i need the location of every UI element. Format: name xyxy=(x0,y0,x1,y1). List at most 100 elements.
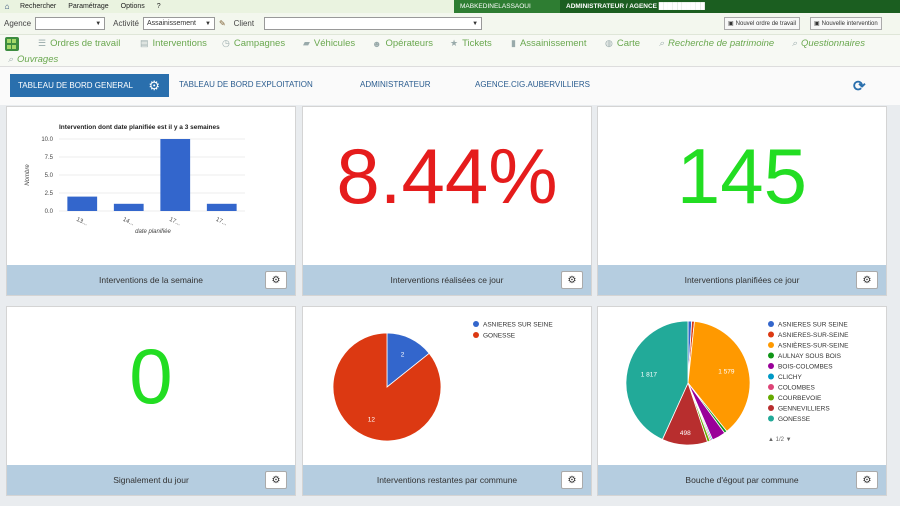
list-icon: ☰ xyxy=(38,38,47,48)
grid-icon[interactable] xyxy=(5,37,19,51)
client-select[interactable]: ▼ xyxy=(264,17,483,30)
legend-label: ASNIERES SUR SEINE xyxy=(483,322,553,329)
legend-swatch xyxy=(768,342,774,348)
gear-icon[interactable]: ⚙ xyxy=(148,77,160,93)
gear-icon[interactable]: ⚙ xyxy=(265,271,287,289)
document-icon: ▣ xyxy=(814,21,820,27)
gear-icon[interactable]: ⚙ xyxy=(561,271,583,289)
chevron-down-icon: ▼ xyxy=(472,20,479,27)
dashboard-tabs: TABLEAU DE BORD GENERAL ⚙ TABLEAU DE BORD… xyxy=(0,67,900,105)
card-footer: Bouche d'égout par commune ⚙ xyxy=(598,465,886,495)
gear-icon[interactable]: ⚙ xyxy=(856,471,878,489)
nav-ouvrages[interactable]: ⌕ Ouvrages xyxy=(8,54,59,65)
slice-label: 2 xyxy=(401,352,405,359)
tab-tableau-general[interactable]: TABLEAU DE BORD GENERAL ⚙ xyxy=(10,74,169,97)
home-icon[interactable]: ⌂ xyxy=(4,2,10,11)
legend-label: BOIS-COLOMBES xyxy=(778,364,833,371)
refresh-icon[interactable]: ⟳ xyxy=(853,78,866,95)
legend-label: COLOMBES xyxy=(778,385,816,392)
nav-campagnes[interactable]: ◷ Campagnes xyxy=(222,38,286,49)
main-nav: ☰ Ordres de travail ▤ Interventions ◷ Campa… xyxy=(0,35,900,67)
legend-swatch xyxy=(768,352,774,359)
user-role[interactable]: ADMINISTRATEUR / AGENCE ██████████ xyxy=(560,0,900,13)
slice-label: 1 817 xyxy=(641,372,658,379)
menubar: ⌂ Rechercher Paramétrage Options ? MABKE… xyxy=(0,0,900,13)
legend-swatch xyxy=(768,384,774,390)
x-tick-label: 17... xyxy=(215,217,228,228)
nav-carte[interactable]: ◍ Carte xyxy=(605,38,641,49)
tab-agence[interactable]: AGENCE.CIG.AUBERVILLIERS xyxy=(475,80,590,89)
nav-assainissement[interactable]: ▮ Assainissement xyxy=(511,38,587,49)
slice-label: 12 xyxy=(368,416,376,423)
nav-operateurs[interactable]: ☻ Opérateurs xyxy=(372,38,434,49)
bar xyxy=(160,139,191,211)
nav-interventions[interactable]: ▤ Interventions xyxy=(140,38,207,49)
big-number: 8.44% xyxy=(336,132,558,220)
legend-label: AULNAY SOUS BOIS xyxy=(778,353,842,360)
card-footer: Interventions planifiées ce jour ⚙ xyxy=(598,265,886,295)
gear-icon[interactable]: ⚙ xyxy=(856,271,878,289)
search-icon: ⌕ xyxy=(659,38,665,48)
menu-parametrage[interactable]: Paramétrage xyxy=(68,3,109,10)
legend-swatch xyxy=(768,321,774,327)
legend-swatch xyxy=(473,332,479,338)
card-restantes-commune: ASNIERES SUR SEINE GONESSE 2 12 Interventio… xyxy=(302,306,592,496)
legend-label: ASNIÈRES-SUR-SEINE xyxy=(778,341,849,350)
nav-recherche-patrimoine[interactable]: ⌕ Recherche de patrimoine xyxy=(659,38,775,49)
gear-icon[interactable]: ⚙ xyxy=(265,471,287,489)
slice-label: 498 xyxy=(680,430,691,437)
menu-rechercher[interactable]: Rechercher xyxy=(20,3,57,10)
clock-icon: ◷ xyxy=(222,38,230,48)
y-tick-label: 7.5 xyxy=(45,155,54,161)
nav-vehicules[interactable]: ▰ Véhicules xyxy=(303,38,356,49)
globe-icon: ◍ xyxy=(605,38,613,48)
nav-ordres[interactable]: ☰ Ordres de travail xyxy=(38,38,121,49)
card-footer: Signalement du jour ⚙ xyxy=(7,465,295,495)
legend-label: ASNIERES SUR SEINE xyxy=(778,322,848,329)
menu-help[interactable]: ? xyxy=(156,3,161,10)
filter-bar: Agence ▼ Activité Assainissement ▼ ✎ Clie… xyxy=(0,13,900,35)
big-number: 0 xyxy=(129,332,173,420)
agence-select[interactable]: ▼ xyxy=(35,17,106,30)
pie-slice xyxy=(332,332,442,442)
legend-label: CLICHY xyxy=(778,374,803,381)
user-name[interactable]: MABKEDINELASSAOUI xyxy=(454,0,560,13)
legend-swatch xyxy=(768,331,774,338)
legend-label: ASNIERES-SUR-SEINE xyxy=(778,332,849,339)
legend-pager: ▲ 1/2 ▼ xyxy=(768,437,792,443)
legend-label: COURBEVOIE xyxy=(778,395,822,402)
new-intervention-button[interactable]: ▣ Nouvelle intervention xyxy=(810,17,882,30)
document-icon: ▣ xyxy=(728,21,734,27)
card-footer: Interventions de la semaine ⚙ xyxy=(7,265,295,295)
client-label: Client xyxy=(233,19,255,28)
card-footer: Interventions restantes par commune ⚙ xyxy=(303,465,591,495)
card-signalement: 0 Signalement du jour ⚙ xyxy=(6,306,296,496)
x-tick-label: 17... xyxy=(168,217,181,228)
tab-administrateur[interactable]: ADMINISTRATEUR xyxy=(360,80,431,89)
wrench-icon: ✎ xyxy=(218,19,226,28)
bar-chart: Intervention dont date planifiée est il … xyxy=(25,124,245,235)
y-tick-label: 0.0 xyxy=(45,209,54,215)
legend-swatch xyxy=(768,405,774,411)
activite-select[interactable]: Assainissement ▼ xyxy=(142,17,215,30)
x-tick-label: 14... xyxy=(122,217,135,228)
bucket-icon: ▮ xyxy=(511,38,516,48)
gear-icon[interactable]: ⚙ xyxy=(561,471,583,489)
chart-title: Intervention dont date planifiée est il … xyxy=(59,124,220,131)
tab-exploitation[interactable]: TABLEAU DE BORD EXPLOITATION xyxy=(179,80,313,89)
x-axis-label: date planifiée xyxy=(135,229,171,235)
truck-icon: ▰ xyxy=(303,38,310,48)
big-number: 145 xyxy=(676,132,808,220)
chevron-down-icon: ▼ xyxy=(204,20,211,27)
card-planifiees: 145 Interventions planifiées ce jour ⚙ xyxy=(597,106,887,296)
new-order-button[interactable]: ▣ Nouvel ordre de travail xyxy=(724,17,801,30)
menu-options[interactable]: Options xyxy=(120,3,145,10)
x-tick-label: 13... xyxy=(75,217,88,228)
nav-tickets[interactable]: ★ Tickets xyxy=(450,38,492,49)
search-icon: ⌕ xyxy=(792,38,798,48)
y-tick-label: 5.0 xyxy=(45,173,54,179)
legend-label: GONESSE xyxy=(778,416,811,423)
star-icon: ★ xyxy=(450,38,459,48)
y-tick-label: 2.5 xyxy=(45,191,54,197)
nav-questionnaires[interactable]: ⌕ Questionnaires xyxy=(792,38,865,49)
